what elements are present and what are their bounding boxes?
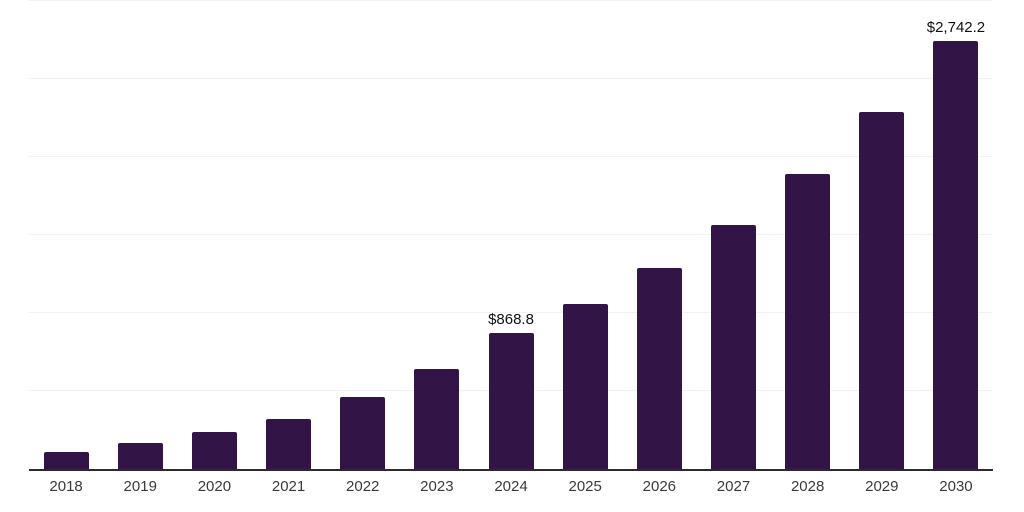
x-axis-line <box>29 469 993 471</box>
bar-slot-2021 <box>251 418 325 469</box>
gridline-1000 <box>29 312 993 313</box>
x-tick-2030: 2030 <box>939 478 973 495</box>
x-tick-2028: 2028 <box>790 478 825 495</box>
bar-slot-2019 <box>103 442 177 469</box>
bar-slot-2029 <box>845 111 919 469</box>
gridline-3000 <box>29 0 993 1</box>
bar-slot-2023 <box>400 368 474 469</box>
bar-2029 <box>859 111 905 469</box>
bar-2027 <box>710 225 756 469</box>
bar-2022 <box>340 396 386 469</box>
x-tick-2027: 2027 <box>716 478 751 495</box>
bar-slot-2026 <box>622 268 696 469</box>
bar-slot-2018 <box>29 451 103 469</box>
bar-2020 <box>191 432 237 469</box>
bar-slot-2028 <box>771 173 845 469</box>
bar-2021 <box>266 418 312 469</box>
gridline-1500 <box>29 234 993 235</box>
bar-slot-2022 <box>326 396 400 469</box>
x-tick-2023: 2023 <box>420 478 454 495</box>
x-tick-2019: 2019 <box>123 478 157 495</box>
gridline-2500 <box>29 78 993 79</box>
value-label-2030: $2,742.2 <box>926 19 986 37</box>
bar-2019 <box>117 442 163 469</box>
x-tick-2029: 2029 <box>865 478 899 495</box>
bar-2024 <box>488 333 534 469</box>
bar-2030 <box>933 41 979 469</box>
x-axis-labels: 2018 2019 2020 2021 2022 2023 2024 2025 2026 2027… <box>29 479 993 494</box>
value-label-2024: $868.8 <box>488 311 534 329</box>
bar-2025 <box>562 303 608 469</box>
x-tick-2018: 2018 <box>49 478 83 495</box>
bar-2026 <box>636 268 682 469</box>
x-tick-2026: 2026 <box>642 478 677 495</box>
x-tick-2021: 2021 <box>271 478 306 495</box>
plot-area: $868.8 $2,742.2 <box>29 0 993 471</box>
gridline-2000 <box>29 156 993 157</box>
bar-slot-2024: $868.8 <box>474 312 548 469</box>
bar-slot-2025 <box>548 303 622 469</box>
x-tick-2022: 2022 <box>346 478 380 495</box>
bar-slot-2020 <box>177 432 251 469</box>
bar-slot-2030: $2,742.2 <box>919 20 993 469</box>
x-tick-2025: 2025 <box>568 478 602 495</box>
bar-2028 <box>785 173 831 469</box>
bar-2018 <box>43 451 89 469</box>
x-tick-2024: 2024 <box>494 478 528 495</box>
bars-container: $868.8 $2,742.2 <box>29 1 993 469</box>
x-tick-2020: 2020 <box>197 478 232 495</box>
bar-2023 <box>414 368 460 469</box>
bar-slot-2027 <box>696 225 770 469</box>
